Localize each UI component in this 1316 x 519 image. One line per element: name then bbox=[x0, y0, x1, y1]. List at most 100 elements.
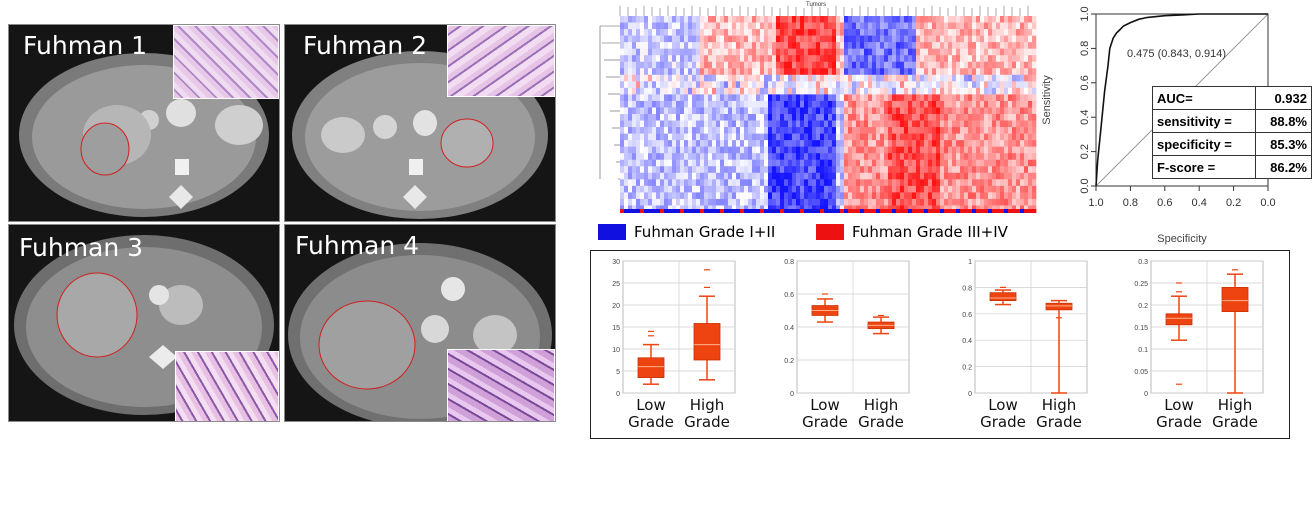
heatmap-cell bbox=[656, 16, 661, 23]
heatmap-cell bbox=[904, 74, 909, 82]
heatmap-cell bbox=[892, 192, 897, 200]
heatmap-cell bbox=[840, 192, 845, 200]
heatmap-cell bbox=[976, 107, 981, 115]
class-bar-cell bbox=[1028, 209, 1033, 213]
heatmap-cell bbox=[740, 179, 745, 187]
heatmap-cell bbox=[712, 205, 717, 213]
heatmap-cell bbox=[864, 107, 869, 115]
class-bar-cell bbox=[704, 209, 709, 213]
heatmap-cell bbox=[976, 22, 981, 30]
heatmap-cell bbox=[632, 192, 637, 200]
heatmap-cell bbox=[684, 16, 689, 23]
heatmap-cell bbox=[776, 198, 781, 206]
heatmap-cell bbox=[912, 94, 917, 102]
heatmap-cell bbox=[1020, 140, 1025, 147]
heatmap-cell bbox=[664, 172, 669, 180]
heatmap-cell bbox=[628, 127, 633, 134]
heatmap-cell bbox=[972, 185, 977, 193]
heatmap-cell bbox=[796, 74, 801, 82]
heatmap-cell bbox=[728, 48, 733, 56]
heatmap-cell bbox=[720, 42, 725, 49]
heatmap-cell bbox=[916, 94, 921, 102]
heatmap-cell bbox=[876, 159, 881, 167]
heatmap-cell bbox=[1004, 42, 1009, 49]
heatmap-cell bbox=[660, 114, 665, 121]
heatmap-cell bbox=[968, 159, 973, 167]
heatmap-cell bbox=[720, 179, 725, 187]
class-bar-cell bbox=[684, 209, 689, 213]
heatmap-cell bbox=[904, 114, 909, 121]
heatmap-cell bbox=[992, 172, 997, 180]
heatmap-cell bbox=[744, 74, 749, 82]
heatmap-cell bbox=[1020, 55, 1025, 63]
heatmap-cell bbox=[956, 146, 961, 154]
heatmap-cell bbox=[864, 94, 869, 102]
heatmap-cell bbox=[696, 120, 701, 128]
heatmap-cell bbox=[796, 146, 801, 154]
heatmap-cell bbox=[924, 127, 929, 134]
heatmap-cell bbox=[912, 16, 917, 23]
heatmap-cell bbox=[628, 133, 633, 141]
heatmap-cell bbox=[1012, 179, 1017, 187]
heatmap-cell bbox=[764, 48, 769, 56]
heatmap-cell bbox=[628, 55, 633, 63]
heatmap-cell bbox=[916, 133, 921, 141]
heatmap-cell bbox=[956, 81, 961, 89]
heatmap-cell bbox=[620, 74, 625, 82]
heatmap-cell bbox=[952, 140, 957, 147]
heatmap-cell bbox=[956, 74, 961, 82]
heatmap-cell bbox=[960, 94, 965, 102]
heatmap-cell bbox=[732, 133, 737, 141]
heatmap-cell bbox=[972, 55, 977, 63]
heatmap-cell bbox=[768, 127, 773, 134]
heatmap-cell bbox=[1020, 146, 1025, 154]
heatmap-cell bbox=[1012, 205, 1017, 213]
heatmap-cell bbox=[916, 114, 921, 121]
heatmap-cell bbox=[884, 42, 889, 49]
heatmap-cell bbox=[736, 48, 741, 56]
heatmap-cell bbox=[964, 68, 969, 76]
heatmap-cell bbox=[1008, 68, 1013, 76]
heatmap-cell bbox=[968, 61, 973, 69]
heatmap-cell bbox=[828, 133, 833, 141]
heatmap-cell bbox=[892, 74, 897, 82]
heatmap-cell bbox=[832, 48, 837, 56]
heatmap-cell bbox=[876, 172, 881, 180]
heatmap-cell bbox=[732, 159, 737, 167]
heatmap-cell bbox=[844, 94, 849, 102]
roc-annotation: 0.475 (0.843, 0.914) bbox=[1127, 48, 1226, 60]
class-bar-cell bbox=[956, 209, 961, 213]
class-bar-cell bbox=[724, 209, 729, 213]
heatmap-cell bbox=[792, 74, 797, 82]
heatmap-cell bbox=[756, 205, 761, 213]
heatmap-cell bbox=[708, 120, 713, 128]
heatmap-cell bbox=[892, 94, 897, 102]
heatmap-cell bbox=[1000, 35, 1005, 43]
heatmap-cell bbox=[708, 146, 713, 154]
heatmap-cell bbox=[940, 42, 945, 49]
heatmap-cell bbox=[628, 35, 633, 43]
heatmap-cell bbox=[884, 120, 889, 128]
heatmap-cell bbox=[736, 120, 741, 128]
roc-metrics-table: AUC= 0.932 sensitivity = 88.8% specificity… bbox=[1152, 86, 1313, 179]
heatmap-cell bbox=[876, 133, 881, 141]
heatmap-cell bbox=[664, 185, 669, 193]
heatmap-cell bbox=[652, 153, 657, 161]
heatmap-cell bbox=[876, 127, 881, 134]
heatmap-cell bbox=[848, 74, 853, 82]
heatmap-cell bbox=[848, 68, 853, 76]
heatmap-cell bbox=[1000, 133, 1005, 141]
heatmap-cell bbox=[792, 140, 797, 147]
heatmap-cell bbox=[972, 146, 977, 154]
heatmap-cell bbox=[652, 16, 657, 23]
heatmap-cell bbox=[932, 48, 937, 56]
table-row: F-score = 86.2% bbox=[1152, 155, 1313, 179]
heatmap-cell bbox=[740, 192, 745, 200]
heatmap-cell bbox=[860, 159, 865, 167]
heatmap-cell bbox=[692, 166, 697, 174]
heatmap-cell bbox=[896, 146, 901, 154]
heatmap-cell bbox=[728, 172, 733, 180]
heatmap-cell bbox=[756, 22, 761, 30]
heatmap-cell bbox=[696, 159, 701, 167]
heatmap-cell bbox=[964, 146, 969, 154]
